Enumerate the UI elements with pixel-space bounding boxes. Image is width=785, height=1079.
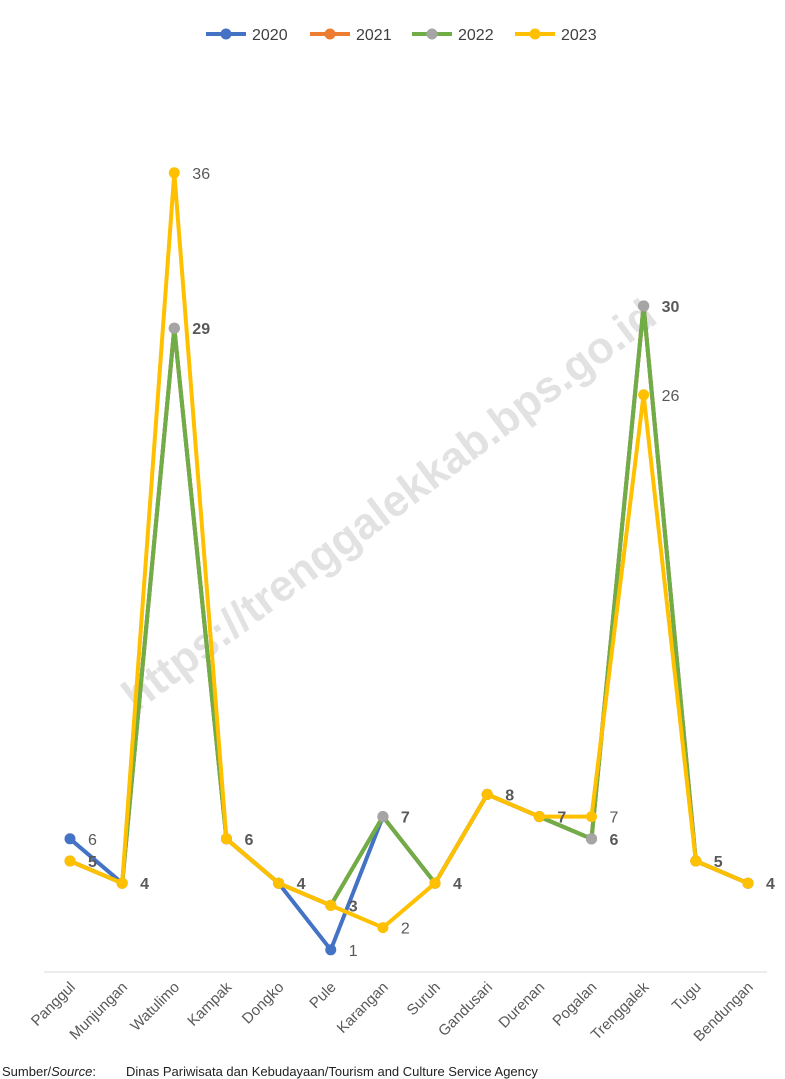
data-label-Kampak-5: 6 <box>244 832 253 849</box>
legend-label-2022: 2022 <box>458 27 494 44</box>
x-tick-label-Durenan: Durenan <box>495 979 548 1032</box>
series-line-2023 <box>69 170 749 930</box>
x-tick-label-Pogalan: Pogalan <box>549 979 600 1030</box>
data-labels: 6 5 4 36 29 6 4 3 1 7 2 4 8 7 7 6 30 26 5 4 <box>88 166 775 960</box>
data-label-Pogalan-15: 6 <box>610 832 619 849</box>
data-label-Pogalan-14: 7 <box>610 810 619 827</box>
legend-marker-2021 <box>324 28 336 40</box>
x-tick-label-Kampak: Kampak <box>184 978 235 1029</box>
data-label-Watulimo-4: 29 <box>192 321 210 338</box>
legend-marker-2022 <box>426 28 438 40</box>
legend-marker-2023 <box>529 28 541 40</box>
point-2020-Panggul <box>64 833 76 845</box>
legend-label-2023: 2023 <box>561 27 597 44</box>
point-2023-Trenggalek <box>638 389 650 401</box>
point-2020-Pule <box>325 944 337 956</box>
x-tick-label-Karangan: Karangan <box>334 979 392 1037</box>
source-label-prefix: Sumber/ <box>2 1064 52 1079</box>
point-2023-Tugu <box>690 855 702 867</box>
legend-label-2020: 2020 <box>252 27 288 44</box>
source-note: Sumber/Source: Dinas Pariwisata dan Kebud… <box>2 1064 538 1079</box>
x-tick-label-Panggul: Panggul <box>28 979 79 1030</box>
point-2023-Suruh <box>429 877 441 889</box>
data-label-Watulimo-3: 36 <box>192 166 210 183</box>
point-2023-Munjungan <box>116 877 128 889</box>
point-2023-Panggul <box>64 855 76 867</box>
point-2023-Durenan <box>533 811 545 823</box>
watermark-text: https://trenggalekkab.bps.go.id <box>113 290 665 720</box>
point-2023-Pule <box>325 899 337 911</box>
x-tick-label-Dongko: Dongko <box>239 979 288 1028</box>
data-label-Panggul-1: 5 <box>88 854 97 871</box>
point-2022-Trenggalek <box>638 300 650 312</box>
point-2023-Dongko <box>273 877 285 889</box>
data-label-Dongko-6: 4 <box>297 876 306 893</box>
x-tick-label-Suruh: Suruh <box>404 979 444 1019</box>
point-2023-Kampak <box>220 833 232 845</box>
point-2023-Watulimo <box>168 167 180 179</box>
data-label-Karangan-9: 7 <box>401 810 410 827</box>
data-label-Durenan-13: 7 <box>557 810 566 827</box>
legend-marker-2020 <box>220 28 232 40</box>
data-label-Pule-8: 1 <box>349 943 358 960</box>
series-line-2022 <box>69 304 749 908</box>
source-label-italic: Source <box>51 1064 93 1079</box>
data-label-Trenggalek-16: 30 <box>662 299 680 316</box>
x-tick-label-Watulimo: Watulimo <box>127 979 183 1035</box>
legend-label-2021: 2021 <box>356 27 392 44</box>
watermark-layer: https://trenggalekkab.bps.go.id <box>113 290 665 720</box>
point-2023-Bendungan <box>742 877 754 889</box>
point-2023-Pogalan <box>586 811 597 823</box>
x-tick-label-Pule: Pule <box>306 979 339 1012</box>
data-label-Trenggalek-17: 26 <box>662 388 680 405</box>
legend: 2020 2021 2022 2023 <box>206 27 597 44</box>
data-label-Panggul-0: 6 <box>88 832 97 849</box>
data-label-Tugu-18: 5 <box>714 854 723 871</box>
point-2022-Pogalan <box>586 833 597 845</box>
source-text: Dinas Pariwisata dan Kebudayaan/Tourism … <box>126 1064 538 1079</box>
x-tick-label-Gandusari: Gandusari <box>435 979 496 1040</box>
data-label-Gandusari-12: 8 <box>505 787 514 804</box>
point-2023-Gandusari <box>481 788 493 800</box>
data-label-Bendungan-19: 4 <box>766 876 775 893</box>
data-label-Munjungan-2: 4 <box>140 876 149 893</box>
point-2022-Watulimo <box>168 322 180 334</box>
point-2022-Karangan <box>377 811 389 823</box>
source-label-suffix: : <box>92 1064 96 1079</box>
data-label-Suruh-11: 4 <box>453 876 462 893</box>
data-label-Karangan-10: 2 <box>401 921 410 938</box>
data-label-Pule-7: 3 <box>349 898 358 915</box>
series-layer <box>64 167 754 956</box>
x-tick-label-Tugu: Tugu <box>669 979 705 1015</box>
point-2023-Karangan <box>377 922 389 934</box>
